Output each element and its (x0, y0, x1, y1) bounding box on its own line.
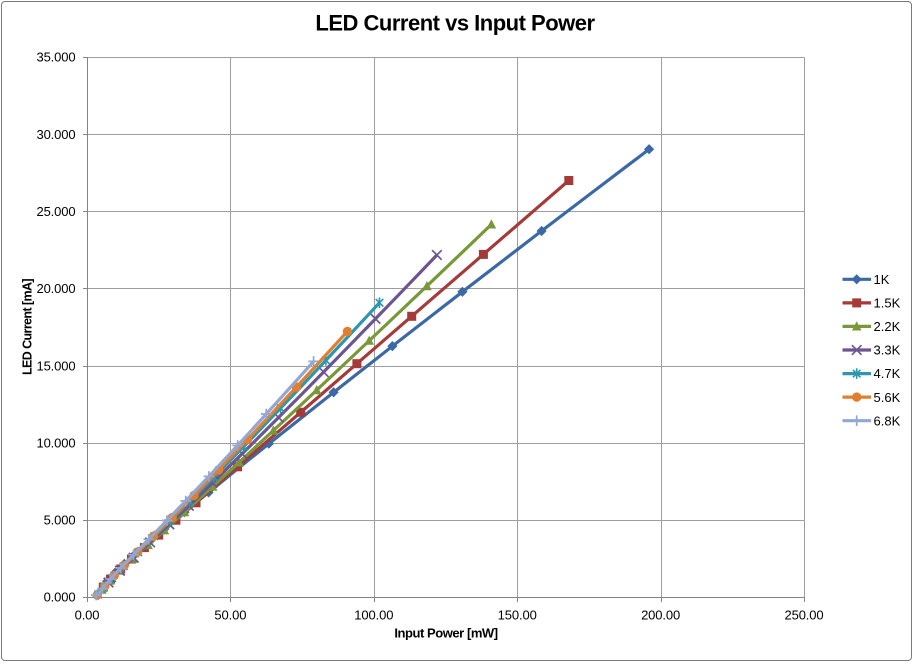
svg-text:200.00: 200.00 (641, 608, 680, 623)
svg-text:LED Current [mA]: LED Current [mA] (21, 279, 35, 375)
svg-text:Input Power [mW]: Input Power [mW] (394, 626, 497, 641)
svg-text:100.00: 100.00 (354, 608, 393, 623)
svg-text:250.00: 250.00 (784, 608, 823, 623)
svg-text:0.00: 0.00 (75, 608, 100, 623)
svg-text:15.000: 15.000 (36, 358, 75, 373)
svg-text:35.000: 35.000 (36, 50, 75, 65)
svg-text:0.000: 0.000 (44, 590, 76, 605)
svg-text:1K: 1K (874, 272, 890, 287)
svg-text:5.6K: 5.6K (874, 390, 901, 405)
svg-text:25.000: 25.000 (36, 204, 75, 219)
svg-text:3.3K: 3.3K (874, 343, 901, 358)
svg-text:10.000: 10.000 (36, 435, 75, 450)
svg-text:LED Current vs Input Power: LED Current vs Input Power (315, 11, 595, 36)
svg-text:4.7K: 4.7K (874, 366, 901, 381)
svg-text:150.00: 150.00 (498, 608, 537, 623)
svg-text:1.5K: 1.5K (874, 296, 901, 311)
svg-text:6.8K: 6.8K (874, 413, 901, 428)
svg-text:2.2K: 2.2K (874, 319, 901, 334)
svg-text:50.00: 50.00 (214, 608, 246, 623)
svg-text:30.000: 30.000 (36, 127, 75, 142)
svg-text:20.000: 20.000 (36, 281, 75, 296)
svg-text:5.000: 5.000 (44, 513, 76, 528)
